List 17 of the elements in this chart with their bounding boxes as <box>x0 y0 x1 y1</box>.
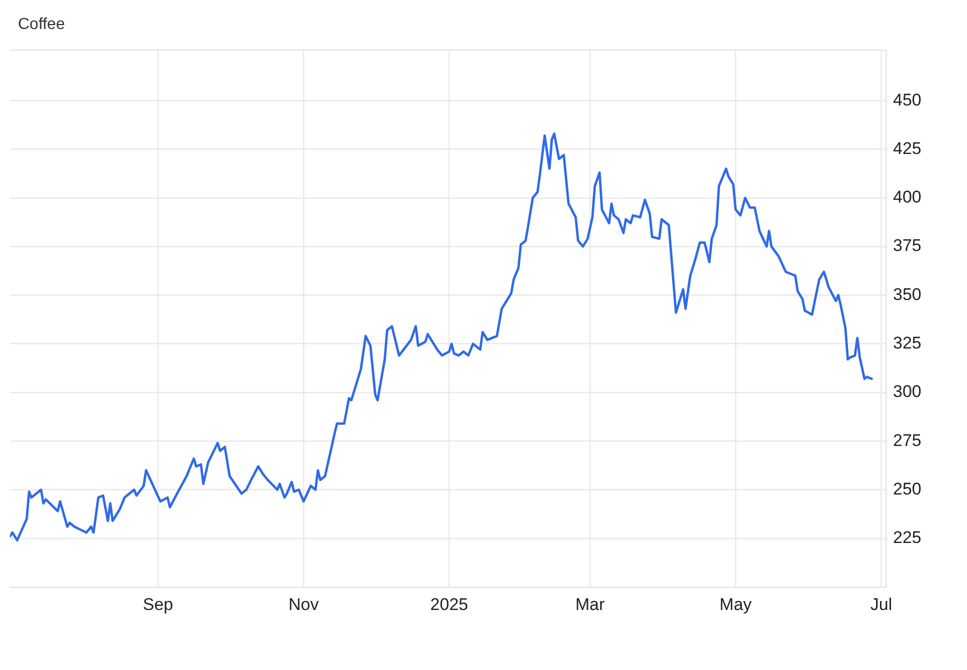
y-tick-label: 225 <box>893 528 922 548</box>
x-tick-label: Mar <box>575 594 605 614</box>
x-tick-label: May <box>720 594 752 614</box>
x-tick-label: Nov <box>288 594 320 614</box>
x-tick-label: 2025 <box>430 594 468 614</box>
y-tick-label: 275 <box>893 430 922 450</box>
y-tick-label: 375 <box>893 236 922 256</box>
y-tick-label: 350 <box>893 284 922 304</box>
y-tick-label: 300 <box>893 382 922 402</box>
y-tick-label: 250 <box>893 479 922 498</box>
x-tick-label: Jul <box>870 594 892 614</box>
x-tick-label: Sep <box>142 594 174 614</box>
y-tick-label: 425 <box>893 138 922 158</box>
chart-title: Coffee <box>18 16 65 34</box>
y-tick-label: 325 <box>893 333 922 352</box>
y-tick-label: 400 <box>893 188 922 207</box>
y-tick-label: 450 <box>893 90 922 110</box>
